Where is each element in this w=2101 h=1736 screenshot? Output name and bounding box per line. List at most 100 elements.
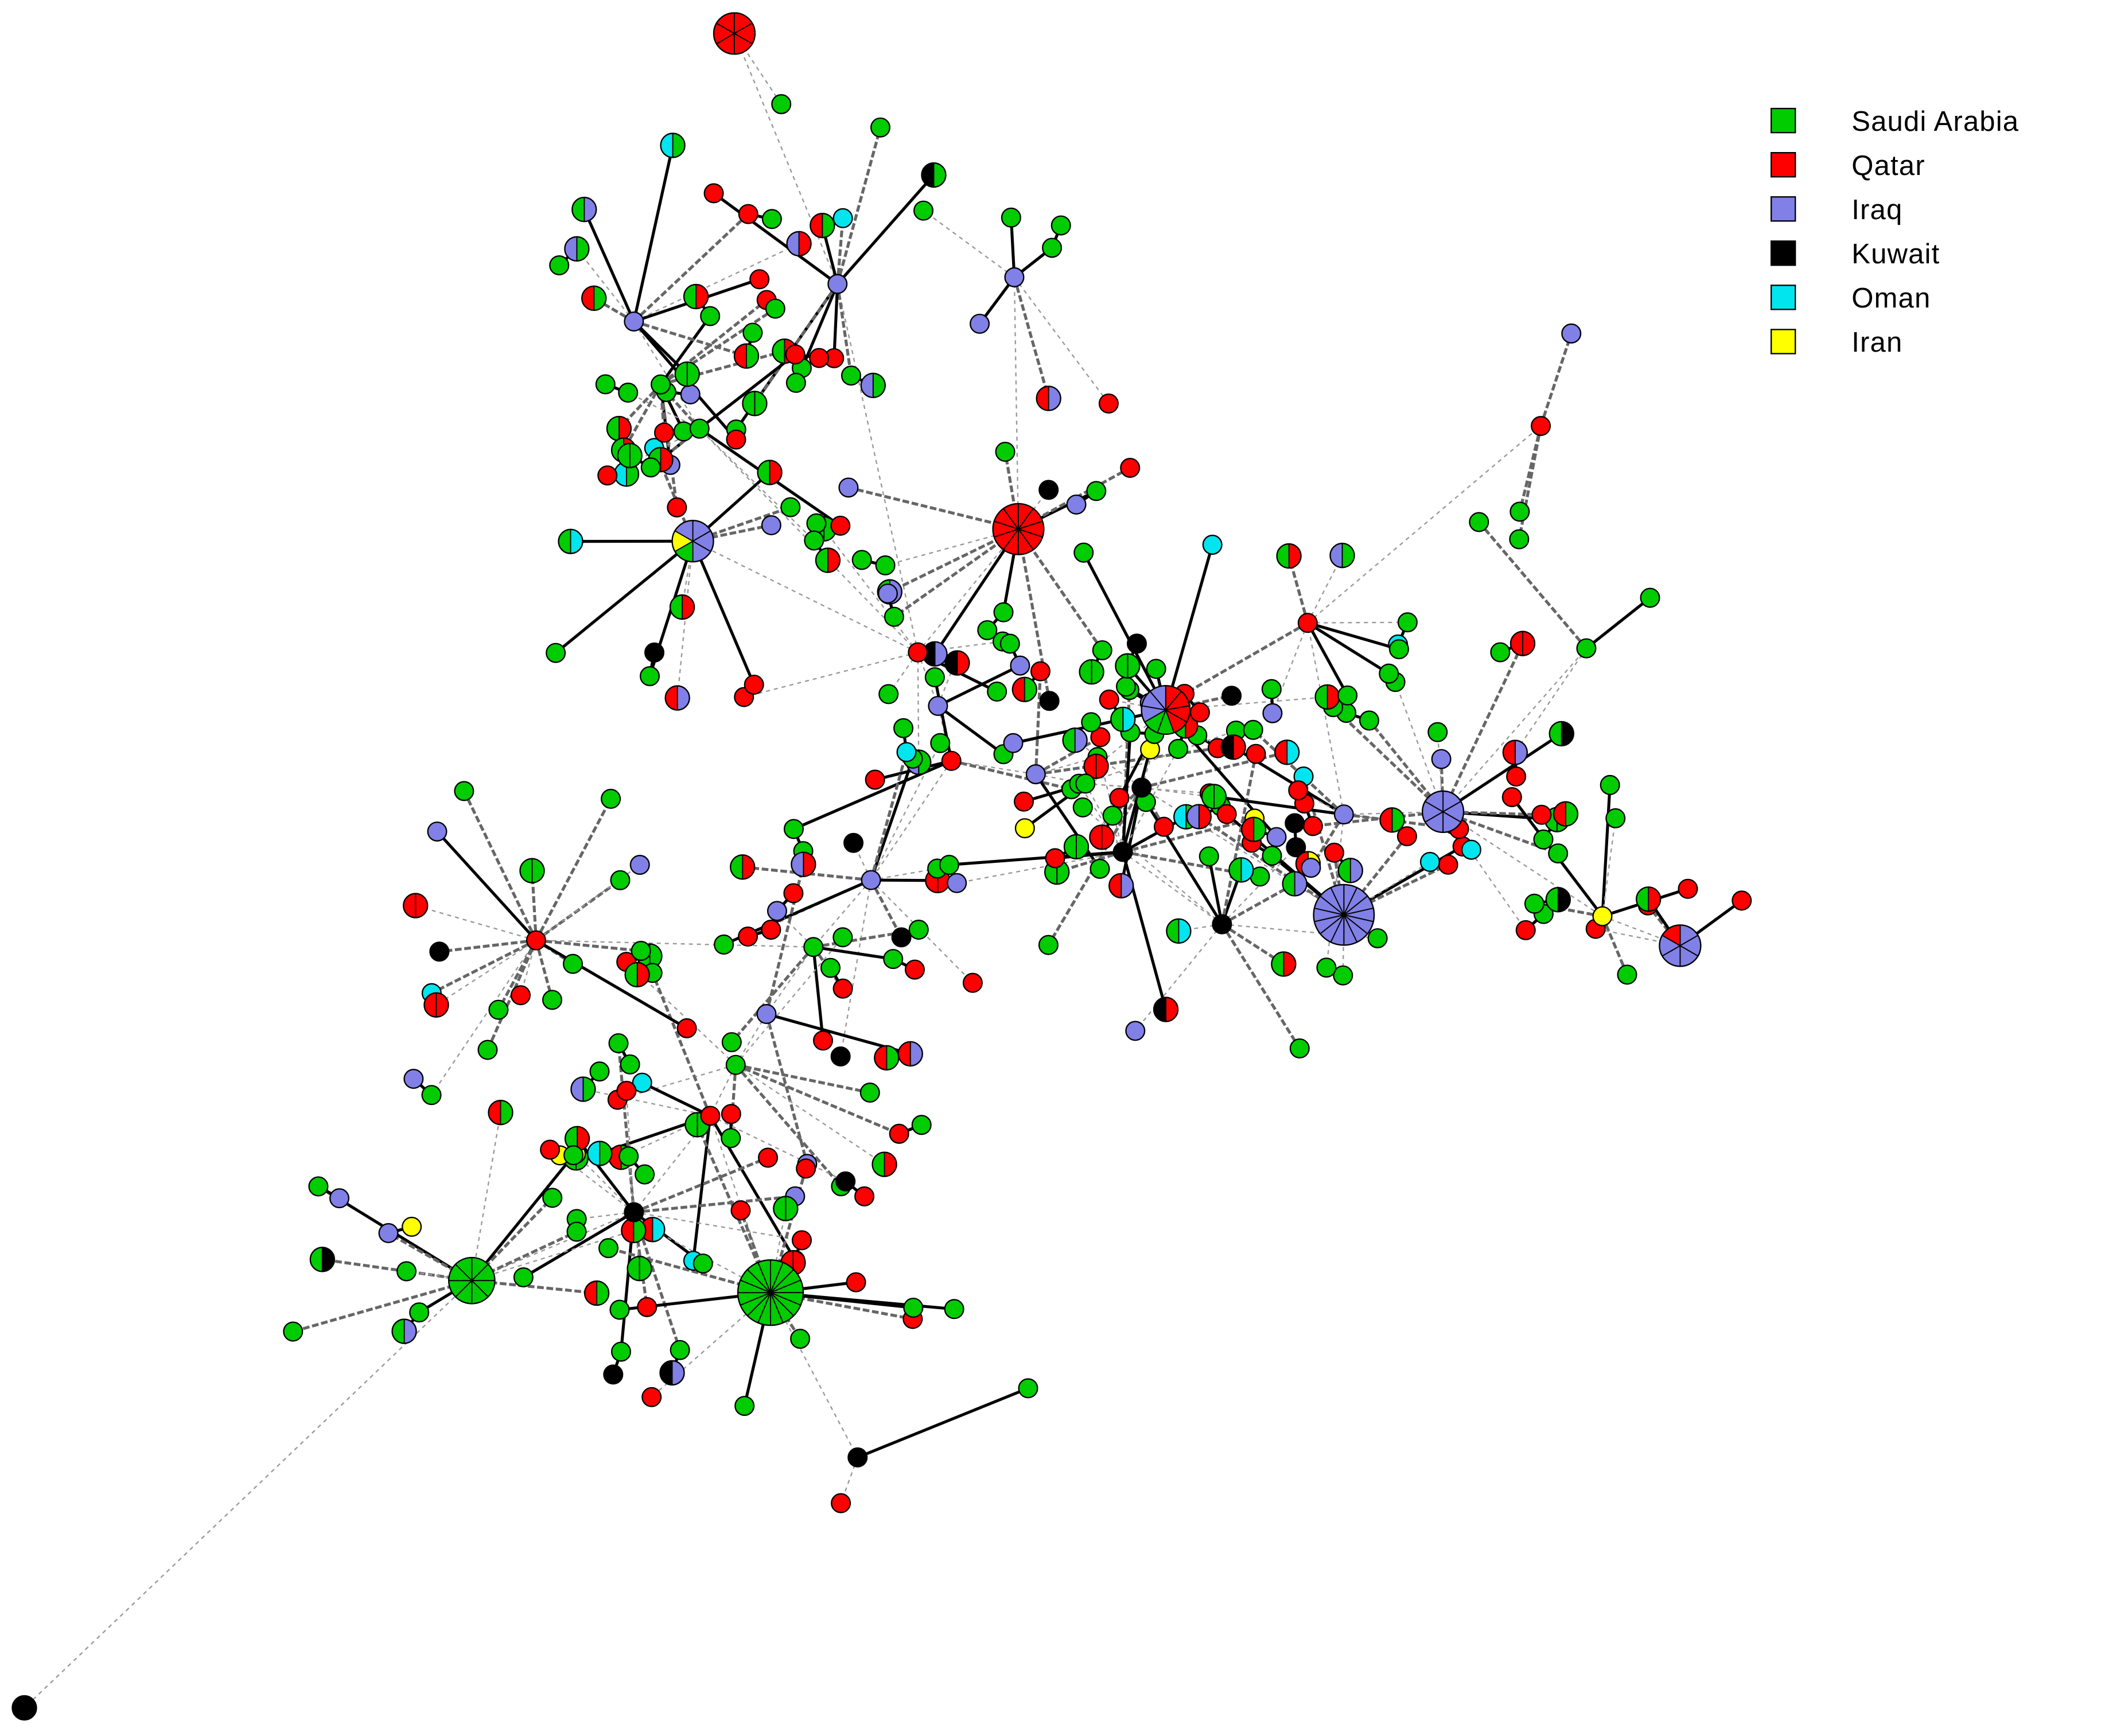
node-outline bbox=[1166, 918, 1192, 944]
edge bbox=[1122, 817, 1255, 854]
node bbox=[1018, 1378, 1038, 1399]
node bbox=[1297, 613, 1318, 633]
node-outline bbox=[1553, 801, 1579, 827]
edge bbox=[1443, 810, 1542, 816]
node-outline bbox=[871, 1151, 897, 1177]
node bbox=[454, 781, 474, 801]
node bbox=[526, 930, 546, 951]
edge bbox=[1220, 753, 1258, 925]
node-slice bbox=[582, 1076, 596, 1102]
node-outline bbox=[1282, 871, 1308, 897]
node bbox=[641, 1387, 662, 1407]
node-outline bbox=[874, 1045, 900, 1071]
edge bbox=[836, 127, 882, 285]
node-slice bbox=[581, 285, 595, 311]
node-outline bbox=[1036, 386, 1061, 411]
node bbox=[832, 978, 853, 999]
node-slice bbox=[676, 685, 690, 711]
node-slice bbox=[403, 1318, 417, 1344]
node bbox=[1461, 839, 1481, 860]
node-slice bbox=[1379, 807, 1393, 833]
node-slice bbox=[403, 893, 417, 918]
node-slice bbox=[897, 1041, 911, 1066]
node-outline bbox=[921, 162, 947, 188]
node-slice bbox=[1079, 659, 1092, 685]
node bbox=[1125, 1021, 1146, 1041]
node-slice bbox=[772, 338, 785, 364]
node bbox=[977, 620, 998, 640]
node bbox=[1617, 964, 1637, 985]
node bbox=[1678, 878, 1698, 899]
node-outline bbox=[391, 1318, 417, 1344]
node bbox=[875, 555, 896, 576]
node-slice bbox=[1120, 873, 1134, 898]
node-outline bbox=[1313, 883, 1375, 946]
node bbox=[329, 1188, 350, 1209]
edge bbox=[710, 1115, 846, 1182]
node bbox=[939, 854, 959, 875]
node-outline bbox=[1659, 924, 1702, 967]
edge bbox=[633, 243, 800, 322]
edge bbox=[1220, 923, 1301, 1049]
node bbox=[1396, 826, 1417, 847]
edge bbox=[575, 1153, 635, 1213]
node-slice bbox=[1089, 824, 1103, 850]
node-slice bbox=[415, 893, 429, 918]
node bbox=[667, 497, 687, 517]
node bbox=[618, 382, 639, 403]
edge bbox=[699, 428, 815, 541]
edge bbox=[840, 879, 872, 1057]
node bbox=[1531, 804, 1552, 825]
node bbox=[1262, 703, 1283, 723]
node bbox=[640, 666, 660, 687]
node bbox=[1333, 965, 1353, 986]
edge bbox=[917, 652, 920, 762]
node-outline bbox=[1337, 858, 1363, 883]
node bbox=[1469, 512, 1489, 532]
node-slice bbox=[587, 1141, 601, 1166]
node bbox=[831, 1493, 851, 1513]
edge bbox=[1036, 756, 1098, 775]
legend-swatch bbox=[1770, 107, 1796, 134]
edge bbox=[617, 1043, 636, 1213]
node-slice bbox=[1228, 857, 1242, 883]
node bbox=[429, 941, 450, 962]
edge bbox=[1307, 622, 1345, 815]
node-slice bbox=[1091, 659, 1104, 685]
node-outline bbox=[1083, 753, 1109, 779]
edge bbox=[24, 1280, 473, 1708]
node bbox=[1072, 797, 1093, 818]
edge bbox=[431, 939, 537, 995]
legend-swatch bbox=[1770, 329, 1796, 355]
node-outline bbox=[1509, 630, 1536, 656]
node bbox=[1216, 804, 1237, 824]
edge bbox=[1437, 732, 1444, 812]
node bbox=[1092, 640, 1112, 660]
node-slice bbox=[1178, 918, 1192, 944]
edge bbox=[535, 939, 688, 1030]
edge bbox=[1539, 333, 1573, 427]
node bbox=[742, 322, 763, 343]
node bbox=[791, 1230, 812, 1251]
edge bbox=[1084, 783, 1124, 853]
node-outline bbox=[627, 1255, 652, 1282]
edge bbox=[733, 33, 782, 105]
node-outline bbox=[733, 343, 760, 369]
node-slice bbox=[652, 1217, 666, 1243]
edge bbox=[652, 447, 694, 542]
node bbox=[995, 442, 1016, 462]
node bbox=[771, 94, 792, 115]
edge bbox=[583, 1088, 711, 1117]
edge bbox=[1441, 643, 1524, 813]
node bbox=[1561, 323, 1582, 344]
edge bbox=[917, 528, 1019, 653]
edge bbox=[1271, 622, 1309, 714]
edge bbox=[951, 759, 1072, 791]
node bbox=[830, 515, 851, 536]
node-slice bbox=[670, 594, 683, 620]
node bbox=[903, 1297, 924, 1318]
legend-label: Saudi Arabia bbox=[1851, 106, 2019, 137]
node bbox=[1431, 749, 1452, 769]
edge bbox=[949, 850, 1123, 867]
